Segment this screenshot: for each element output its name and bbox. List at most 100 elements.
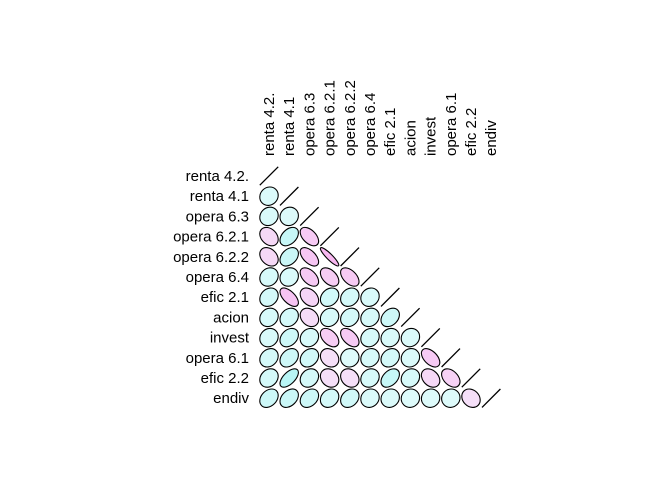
correlation-ellipse (400, 327, 421, 348)
diagonal-mark (340, 247, 360, 267)
diagonal-mark (481, 388, 501, 408)
correlation-ellipse (299, 348, 320, 368)
column-label: invest (423, 116, 440, 156)
diagonal-mark (420, 327, 441, 348)
correlation-ellipse (259, 267, 279, 287)
correlation-ellipse (360, 287, 380, 307)
correlation-ellipse (380, 307, 400, 328)
correlation-ellipse (340, 388, 360, 408)
column-label: efic 2.1 (382, 108, 399, 156)
column-label: opera 6.2.1 (322, 80, 339, 156)
correlation-ellipse (319, 247, 340, 267)
row-label: renta 4.1 (190, 188, 249, 205)
correlation-ellipse (259, 186, 279, 206)
column-label: acion (402, 120, 419, 156)
correlation-ellipse (400, 348, 421, 368)
correlation-ellipse (400, 368, 421, 388)
diagonal-mark (380, 287, 400, 307)
diagonal-mark (400, 307, 421, 328)
correlation-ellipse (299, 368, 320, 388)
diagonal-mark (319, 226, 340, 247)
column-label: renta 4.1 (281, 97, 298, 156)
correlation-ellipse (299, 388, 320, 408)
correlation-ellipse (461, 388, 481, 408)
correlation-ellipse (380, 348, 400, 368)
correlation-ellipse (319, 368, 340, 388)
diagonal-mark (259, 166, 279, 186)
correlation-ellipse (319, 287, 340, 307)
correlation-ellipse (441, 388, 461, 408)
row-label: invest (210, 330, 250, 347)
column-label: efic 2.2 (463, 108, 480, 156)
correlation-ellipse (299, 287, 320, 307)
correlation-ellipse (420, 348, 441, 368)
correlation-ellipse (319, 348, 340, 368)
diagonal-mark (299, 206, 320, 227)
correlation-ellipse (259, 368, 279, 388)
correlation-ellipse (360, 307, 380, 328)
correlation-ellipse (279, 267, 299, 287)
correlation-ellipse (299, 307, 320, 328)
correlation-ellipse (279, 348, 299, 368)
correlation-ellipse (360, 348, 380, 368)
column-label: renta 4.2. (261, 93, 278, 156)
correlation-ellipse (259, 247, 279, 267)
correlation-ellipse (259, 287, 279, 307)
correlation-ellipse (319, 267, 340, 287)
row-label: opera 6.2.2 (173, 249, 249, 266)
correlation-ellipse (360, 388, 380, 408)
correlation-ellipse (420, 368, 441, 388)
correlation-ellipse (441, 368, 461, 388)
correlation-ellipse (299, 247, 320, 267)
correlation-ellipse (340, 267, 360, 287)
correlation-ellipse (319, 307, 340, 328)
correlation-ellipse (279, 368, 299, 388)
correlation-ellipse (299, 327, 320, 348)
correlation-ellipse (319, 388, 340, 408)
correlation-ellipse (259, 206, 279, 227)
correlation-ellipse (420, 388, 441, 408)
correlation-ellipse (340, 287, 360, 307)
correlation-ellipse (360, 368, 380, 388)
correlation-ellipse (259, 348, 279, 368)
correlation-ellipse (259, 388, 279, 408)
correlation-ellipse (279, 327, 299, 348)
row-label: efic 2.2 (201, 370, 249, 387)
correlation-ellipse (279, 388, 299, 408)
column-label: opera 6.3 (301, 93, 318, 156)
correlation-ellipse (319, 327, 340, 348)
correlation-ellipse (279, 307, 299, 328)
correlation-ellipse (380, 327, 400, 348)
row-label: opera 6.4 (186, 269, 249, 286)
correlation-ellipse (279, 247, 299, 267)
column-label: opera 6.1 (443, 93, 460, 156)
row-label: opera 6.1 (186, 350, 249, 367)
row-label: opera 6.2.1 (173, 229, 249, 246)
correlation-ellipse (259, 327, 279, 348)
correlation-ellipse (259, 226, 279, 247)
correlation-ellipse (340, 348, 360, 368)
correlation-ellipse (380, 388, 400, 408)
diagonal-mark (279, 186, 299, 206)
correlation-ellipse (340, 368, 360, 388)
column-label: endiv (483, 120, 500, 156)
correlation-ellipse (340, 327, 360, 348)
correlation-ellipse (299, 226, 320, 247)
correlation-ellipse (299, 267, 320, 287)
row-label: opera 6.3 (186, 208, 249, 225)
column-label: opera 6.2.2 (342, 80, 359, 156)
correlation-ellipse (279, 226, 299, 247)
diagonal-mark (441, 348, 461, 368)
column-label: opera 6.4 (362, 93, 379, 156)
correlation-ellipse (279, 287, 299, 307)
correlation-ellipse (259, 307, 279, 328)
correlation-ellipse (400, 388, 421, 408)
row-label: efic 2.1 (201, 289, 249, 306)
diagonal-mark (360, 267, 380, 287)
row-label: renta 4.2. (186, 168, 249, 185)
correlation-ellipse (360, 327, 380, 348)
correlation-ellipse (380, 368, 400, 388)
correlation-ellipse (279, 206, 299, 227)
row-label: endiv (213, 390, 249, 407)
